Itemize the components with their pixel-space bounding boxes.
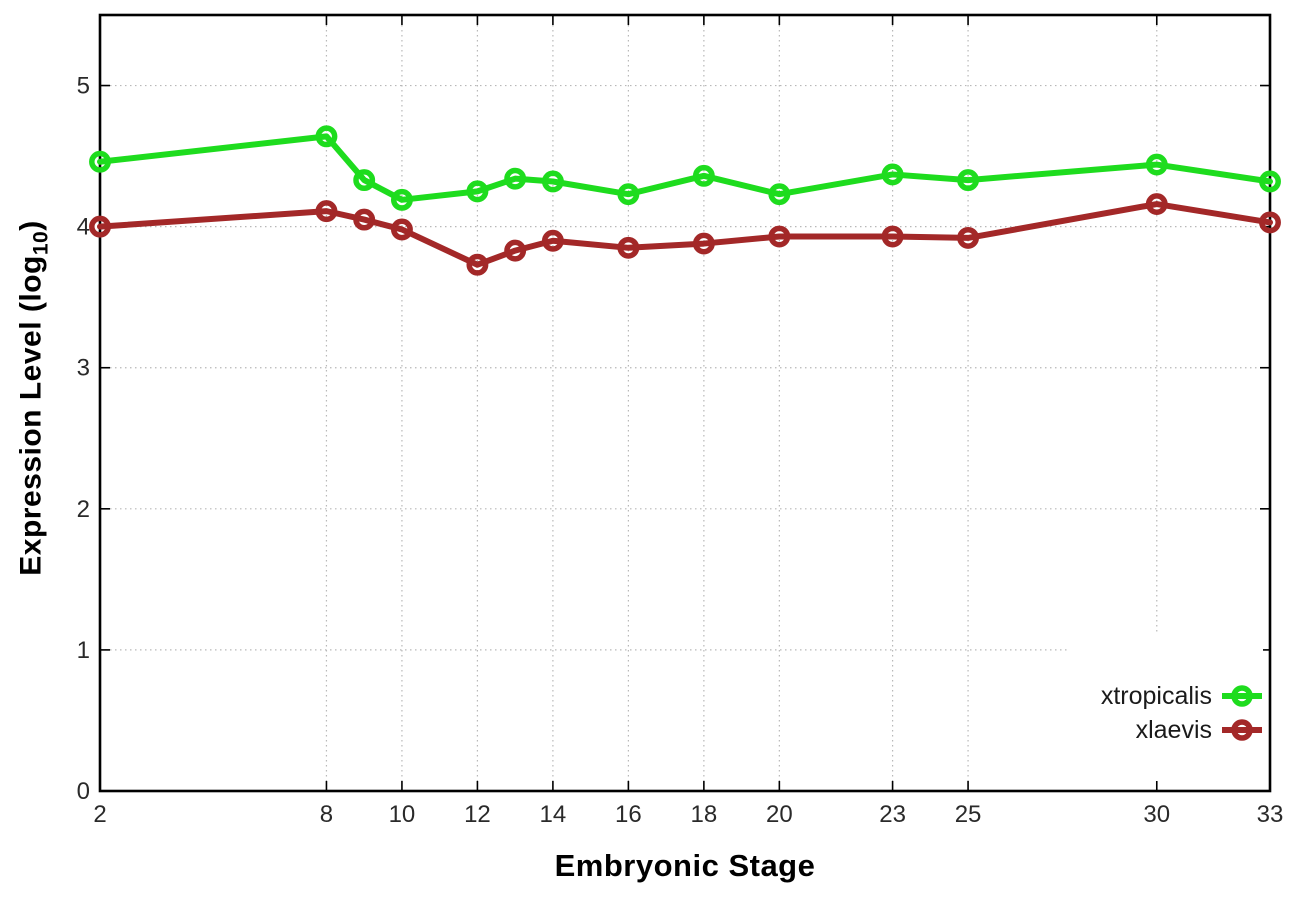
x-tick-label: 25 [955,801,982,828]
data-point-xtropicalis [504,167,527,190]
data-point-xlaevis [957,226,980,249]
y-axis-title: Expression Level (log10) [15,220,54,575]
data-point-xlaevis [504,239,527,262]
x-tick-label: 20 [766,801,793,828]
y-axis-title-subscript: 10 [29,230,53,256]
legend-label-xtropicalis: xtropicalis [1100,681,1212,710]
data-point-xlaevis [881,225,904,248]
data-point-xtropicalis [315,125,338,148]
y-axis-title-text: Expression Level (log [14,255,48,576]
data-point-xtropicalis [957,169,980,192]
x-tick-label: 10 [389,801,416,828]
data-point-xlaevis [466,253,489,276]
x-axis-title: Embryonic Stage [554,848,816,883]
legend: xtropicalis xlaevis [1070,634,1263,780]
y-tick-label: 2 [77,496,90,523]
legend-marker-xlaevis [1222,719,1262,741]
data-point-xlaevis [89,215,111,238]
y-tick-label: 3 [77,355,90,382]
y-tick-label: 4 [77,214,90,241]
legend-item-xlaevis: xlaevis [1136,714,1263,746]
data-point-xlaevis [1259,211,1281,234]
y-tick-label: 5 [77,73,90,100]
x-tick-label: 12 [464,801,491,828]
data-point-xlaevis [768,225,791,248]
data-point-xtropicalis [390,188,413,211]
series-line-xlaevis [97,201,1273,268]
data-point-xtropicalis [89,150,111,173]
data-point-xlaevis [617,236,640,259]
data-point-xtropicalis [466,180,489,203]
x-tick-label: 18 [691,801,718,828]
legend-marker-xtropicalis [1222,685,1262,707]
data-point-xtropicalis [1145,153,1168,176]
data-point-xtropicalis [692,164,715,187]
y-tick-label: 1 [77,637,90,664]
data-point-xlaevis [353,208,376,231]
data-point-xtropicalis [1259,170,1281,193]
x-tick-label: 2 [93,801,106,828]
y-tick-label: 0 [77,778,90,805]
x-tick-label: 14 [540,801,567,828]
x-tick-label: 23 [879,801,906,828]
data-point-xlaevis [692,232,715,255]
y-axis-title-suffix: ) [14,220,48,231]
data-point-xtropicalis [353,169,376,192]
x-tick-label: 30 [1143,801,1170,828]
series-line-xtropicalis [97,133,1273,203]
data-point-xtropicalis [881,163,904,186]
data-point-xlaevis [541,229,564,252]
data-point-xtropicalis [768,183,791,206]
data-point-xlaevis [315,200,338,223]
plot-frame [98,13,1272,793]
data-point-xlaevis [390,218,413,241]
data-point-xtropicalis [617,183,640,206]
legend-label-xlaevis: xlaevis [1135,715,1212,744]
data-point-xlaevis [1145,193,1168,216]
x-tick-label: 16 [615,801,642,828]
x-tick-label: 33 [1257,801,1284,828]
x-tick-label: 8 [320,801,333,828]
legend-item-xtropicalis: xtropicalis [1101,680,1263,712]
data-point-xtropicalis [541,170,564,193]
